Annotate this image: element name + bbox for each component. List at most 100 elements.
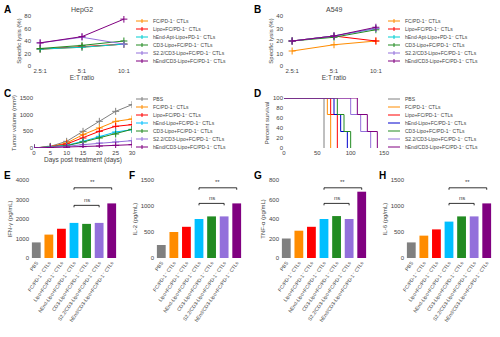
svg-text:B: B bbox=[254, 4, 261, 15]
svg-text:FC/PD-1⁻ CTLs: FC/PD-1⁻ CTLs bbox=[153, 18, 189, 24]
svg-text:PBS: PBS bbox=[278, 260, 289, 272]
svg-text:Specific lysis (%): Specific lysis (%) bbox=[268, 18, 274, 63]
svg-text:500: 500 bbox=[23, 128, 34, 134]
svg-text:1500: 1500 bbox=[20, 95, 34, 101]
svg-text:FC/PD-1⁻ CTLs: FC/PD-1⁻ CTLs bbox=[276, 260, 302, 293]
svg-text:200: 200 bbox=[269, 236, 280, 242]
svg-text:80: 80 bbox=[24, 13, 31, 19]
svg-text:30: 30 bbox=[129, 150, 136, 156]
svg-text:CD3-Lipo+FC/PD-1⁻ CTLs: CD3-Lipo+FC/PD-1⁻ CTLs bbox=[153, 128, 213, 134]
svg-text:Lipo+FC/PD-1⁻ CTLs: Lipo+FC/PD-1⁻ CTLs bbox=[153, 26, 201, 32]
svg-text:1500: 1500 bbox=[141, 177, 155, 183]
svg-text:10: 10 bbox=[276, 51, 283, 57]
svg-text:2.5:1: 2.5:1 bbox=[285, 68, 299, 74]
svg-text:FC/PD-1⁻ CTLs: FC/PD-1⁻ CTLs bbox=[151, 260, 177, 293]
svg-text:Days post treatment (days): Days post treatment (days) bbox=[44, 156, 122, 164]
svg-text:0: 0 bbox=[282, 150, 286, 156]
svg-text:60: 60 bbox=[24, 26, 31, 32]
svg-text:60: 60 bbox=[276, 115, 283, 121]
svg-text:20: 20 bbox=[276, 38, 283, 44]
svg-text:PBS: PBS bbox=[153, 260, 164, 272]
svg-text:S2.2/CD3-Lipo+FC/PD-1⁻ CTLs: S2.2/CD3-Lipo+FC/PD-1⁻ CTLs bbox=[153, 136, 225, 142]
svg-text:IL-6 (pg/mL): IL-6 (pg/mL) bbox=[382, 203, 388, 236]
svg-text:0: 0 bbox=[151, 255, 155, 261]
svg-text:0: 0 bbox=[276, 255, 280, 261]
svg-text:600: 600 bbox=[269, 197, 280, 203]
svg-text:5: 5 bbox=[49, 150, 53, 156]
svg-text:S2.2/CD3-Lipo+FC/PD-1⁻ CTLs: S2.2/CD3-Lipo+FC/PD-1⁻ CTLs bbox=[181, 260, 227, 322]
svg-text:2000: 2000 bbox=[16, 216, 30, 222]
svg-text:ns: ns bbox=[209, 195, 215, 201]
svg-text:0: 0 bbox=[280, 145, 284, 151]
svg-text:500: 500 bbox=[144, 229, 155, 235]
svg-text:10:1: 10:1 bbox=[370, 68, 382, 74]
svg-text:PBS: PBS bbox=[153, 96, 164, 102]
svg-text:hEnd-Lipo+FC/PD-1⁻ CTLs: hEnd-Lipo+FC/PD-1⁻ CTLs bbox=[405, 120, 467, 126]
svg-text:1000: 1000 bbox=[16, 236, 30, 242]
svg-text:1500: 1500 bbox=[391, 177, 405, 183]
svg-text:E:T ratio: E:T ratio bbox=[322, 74, 347, 81]
svg-text:HepG2: HepG2 bbox=[71, 6, 93, 14]
svg-text:0: 0 bbox=[28, 63, 32, 69]
svg-text:Lipo+FC/PD-1⁻ CTLs: Lipo+FC/PD-1⁻ CTLs bbox=[157, 260, 190, 303]
svg-text:C: C bbox=[4, 88, 11, 99]
svg-text:Lipo+FC/PD-1⁻ CTLs: Lipo+FC/PD-1⁻ CTLs bbox=[32, 260, 65, 303]
svg-text:S2.2/CD3-Lipo+FC/PD-1⁻ CTLs: S2.2/CD3-Lipo+FC/PD-1⁻ CTLs bbox=[153, 50, 225, 56]
svg-text:400: 400 bbox=[269, 216, 280, 222]
svg-text:Percent survival: Percent survival bbox=[264, 102, 270, 145]
svg-text:ns: ns bbox=[334, 195, 340, 201]
svg-text:hEnd-Lipo+FC/PD-1⁻ CTLs: hEnd-Lipo+FC/PD-1⁻ CTLs bbox=[153, 120, 215, 126]
svg-text:800: 800 bbox=[269, 177, 280, 183]
svg-text:D: D bbox=[254, 88, 261, 99]
svg-text:CD3-Lipo+FC/PD-1⁻ CTLs: CD3-Lipo+FC/PD-1⁻ CTLs bbox=[300, 260, 339, 313]
svg-text:10: 10 bbox=[63, 150, 70, 156]
svg-text:CD3-Lipo+FC/PD-1⁻ CTLs: CD3-Lipo+FC/PD-1⁻ CTLs bbox=[50, 260, 89, 313]
svg-text:1000: 1000 bbox=[141, 203, 155, 209]
svg-text:Lipo+FC/PD-1⁻ CTLs: Lipo+FC/PD-1⁻ CTLs bbox=[282, 260, 315, 303]
svg-text:100: 100 bbox=[273, 95, 284, 101]
svg-text:CD3-Lipo+FC/PD-1⁻ CTLs: CD3-Lipo+FC/PD-1⁻ CTLs bbox=[405, 42, 465, 48]
svg-text:hEnd-Lipo+FC/PD-1⁻ CTLs: hEnd-Lipo+FC/PD-1⁻ CTLs bbox=[162, 260, 202, 314]
svg-text:hEnd-Lipo+FC/PD-1⁻ CTLs: hEnd-Lipo+FC/PD-1⁻ CTLs bbox=[37, 260, 77, 314]
svg-text:15: 15 bbox=[80, 150, 87, 156]
svg-text:S2.2/CD3-Lipo+FC/PD-1⁻ CTLs: S2.2/CD3-Lipo+FC/PD-1⁻ CTLs bbox=[56, 260, 102, 322]
svg-text:20: 20 bbox=[96, 150, 103, 156]
svg-text:S2.2/CD3-Lipo+FC/PD-1⁻ CTLs: S2.2/CD3-Lipo+FC/PD-1⁻ CTLs bbox=[431, 260, 477, 322]
svg-text:S2.2/CD3-Lipo+FC/PD-1⁻ CTLs: S2.2/CD3-Lipo+FC/PD-1⁻ CTLs bbox=[405, 136, 477, 142]
svg-text:hEnd/CD3-Lipo+FC/PD-1⁻ CTLs: hEnd/CD3-Lipo+FC/PD-1⁻ CTLs bbox=[443, 260, 490, 323]
svg-text:A549: A549 bbox=[326, 6, 342, 13]
svg-text:ns: ns bbox=[459, 195, 465, 201]
svg-text:TNF-α (pg/mL): TNF-α (pg/mL) bbox=[260, 199, 266, 238]
svg-text:hEnd/CD3-Lipo+FC/PD-1⁻ CTLs: hEnd/CD3-Lipo+FC/PD-1⁻ CTLs bbox=[153, 144, 226, 150]
svg-text:20: 20 bbox=[24, 51, 31, 57]
svg-text:5:1: 5:1 bbox=[330, 68, 339, 74]
svg-text:hEnd-Apt-Lipo+PD-1⁻ CTLs: hEnd-Apt-Lipo+PD-1⁻ CTLs bbox=[405, 34, 468, 40]
svg-text:4000: 4000 bbox=[16, 177, 30, 183]
svg-text:A: A bbox=[4, 4, 11, 15]
svg-text:PBS: PBS bbox=[405, 96, 416, 102]
svg-text:CD3-Lipo+FC/PD-1⁻ CTLs: CD3-Lipo+FC/PD-1⁻ CTLs bbox=[405, 128, 465, 134]
svg-text:25: 25 bbox=[112, 150, 119, 156]
svg-text:**: ** bbox=[90, 179, 95, 185]
svg-text:2.5:1: 2.5:1 bbox=[33, 68, 47, 74]
svg-text:E: E bbox=[4, 170, 11, 181]
svg-text:G: G bbox=[254, 170, 262, 181]
svg-text:100: 100 bbox=[346, 150, 357, 156]
svg-text:50: 50 bbox=[314, 150, 321, 156]
svg-text:5:1: 5:1 bbox=[78, 68, 87, 74]
svg-text:0: 0 bbox=[32, 150, 36, 156]
svg-text:Lipo+FC/PD-1⁻ CTLs: Lipo+FC/PD-1⁻ CTLs bbox=[153, 112, 201, 118]
svg-text:40: 40 bbox=[24, 38, 31, 44]
svg-text:Tumor volume (mm³): Tumor volume (mm³) bbox=[11, 95, 17, 151]
svg-text:IL-2 (pg/mL): IL-2 (pg/mL) bbox=[132, 203, 138, 236]
svg-text:500: 500 bbox=[394, 229, 405, 235]
svg-text:FC/PD-1⁻ CTLs: FC/PD-1⁻ CTLs bbox=[405, 18, 441, 24]
svg-text:E:T ratio: E:T ratio bbox=[70, 74, 95, 81]
svg-text:PBS: PBS bbox=[28, 260, 39, 272]
svg-text:hEnd/CD3-Lipo+FC/PD-1⁻ CTLs: hEnd/CD3-Lipo+FC/PD-1⁻ CTLs bbox=[405, 58, 478, 64]
svg-text:CD3-Lipo+FC/PD-1⁻ CTLs: CD3-Lipo+FC/PD-1⁻ CTLs bbox=[175, 260, 214, 313]
svg-text:hEnd/CD3-Lipo+FC/PD-1⁻ CTLs: hEnd/CD3-Lipo+FC/PD-1⁻ CTLs bbox=[193, 260, 240, 323]
svg-text:PBS: PBS bbox=[403, 260, 414, 272]
svg-text:CD3-Lipo+FC/PD-1⁻ CTLs: CD3-Lipo+FC/PD-1⁻ CTLs bbox=[425, 260, 464, 313]
svg-text:0: 0 bbox=[26, 255, 30, 261]
